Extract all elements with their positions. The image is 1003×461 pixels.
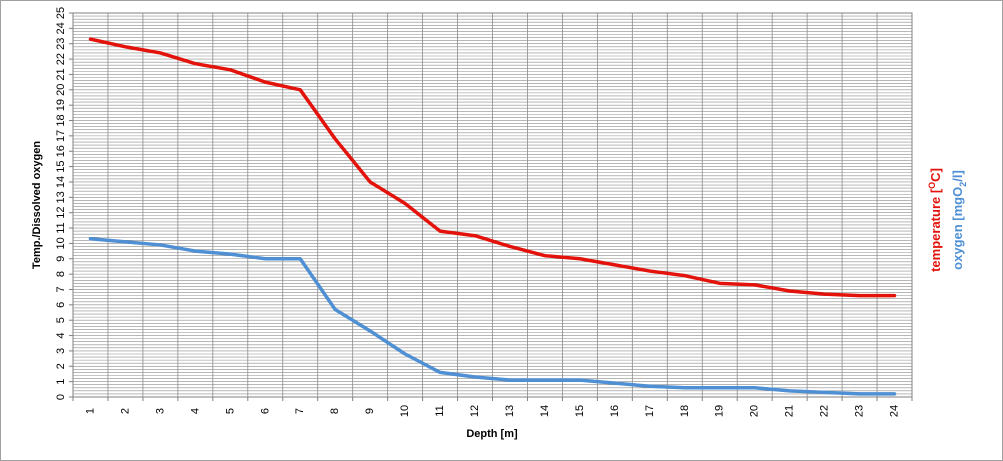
y-tick-label: 1 — [55, 379, 67, 385]
x-tick-label: 14 — [539, 405, 551, 417]
x-tick-label: 15 — [574, 405, 586, 417]
y-tick-label: 19 — [55, 99, 67, 111]
x-tick-label: 2 — [119, 408, 131, 414]
axis-ticks — [69, 12, 913, 401]
x-tick-label: 18 — [679, 405, 691, 417]
y-tick-label: 22 — [55, 53, 67, 65]
y-tick-label: 13 — [55, 191, 67, 203]
x-axis-title: Depth [m] — [466, 428, 518, 440]
legend-temperature: temperature [OC] — [927, 168, 943, 272]
x-tick-label: 13 — [504, 405, 516, 417]
x-tick-label: 10 — [399, 405, 411, 417]
y-tick-label: 9 — [55, 256, 67, 262]
y-tick-label: 20 — [55, 84, 67, 96]
y-tick-label: 11 — [55, 222, 67, 233]
x-tick-label: 23 — [854, 405, 866, 417]
legend-temperature-end: C] — [928, 168, 943, 182]
y-tick-label: 21 — [55, 68, 67, 80]
y-tick-labels: 0123456789101112131415161718192021222324… — [55, 7, 67, 400]
gridlines — [73, 13, 912, 397]
legend-temperature-base: temperature [ — [928, 188, 943, 272]
x-tick-label: 22 — [819, 405, 831, 417]
x-tick-label: 3 — [154, 408, 166, 414]
y-tick-label: 23 — [55, 38, 67, 50]
x-tick-label: 4 — [189, 408, 201, 414]
y-tick-label: 4 — [55, 332, 67, 338]
x-tick-label: 9 — [364, 408, 376, 414]
x-tick-label: 7 — [294, 408, 306, 414]
x-tick-label: 21 — [784, 405, 796, 417]
x-tick-label: 16 — [609, 405, 621, 417]
y-tick-label: 2 — [55, 363, 67, 369]
x-tick-label: 24 — [889, 405, 901, 417]
y-tick-label: 25 — [55, 7, 67, 19]
y-tick-label: 12 — [55, 207, 67, 219]
legend-oxygen-end: /l] — [950, 170, 965, 182]
x-tick-label: 19 — [714, 405, 726, 417]
x-tick-label: 6 — [259, 408, 271, 414]
y-tick-label: 15 — [55, 160, 67, 172]
x-tick-labels: 1 2 3 4 5 6 7 8 9 10 11 12 13 14 15 16 17 18 19 20 21 22 23 24 — [84, 405, 900, 417]
y-tick-label: 24 — [55, 22, 67, 34]
x-tick-label: 5 — [224, 408, 236, 414]
y-tick-label: 0 — [55, 394, 67, 400]
legend-oxygen: oxygen [mgO2/l] — [950, 170, 968, 270]
series-group — [88, 37, 897, 396]
y-tick-label: 3 — [55, 348, 67, 354]
x-tick-label: 8 — [329, 408, 341, 414]
y-tick-label: 8 — [55, 271, 67, 277]
legend-oxygen-base: oxygen [mgO — [950, 187, 965, 270]
legend-oxygen-sub: 2 — [958, 182, 968, 187]
x-tick-label: 1 — [84, 408, 96, 414]
x-tick-label: 20 — [749, 405, 761, 417]
y-tick-label: 7 — [55, 286, 67, 292]
y-tick-label: 17 — [55, 130, 67, 142]
x-tick-label: 17 — [644, 405, 656, 417]
y-tick-label: 16 — [55, 145, 67, 157]
x-tick-label: 11 — [434, 405, 446, 416]
x-tick-label: 12 — [469, 405, 481, 417]
y-tick-label: 10 — [55, 237, 67, 249]
y-tick-label: 6 — [55, 302, 67, 308]
temperature-series-line — [88, 37, 897, 298]
legend-temperature-sup: O — [927, 182, 937, 189]
y-tick-label: 5 — [55, 317, 67, 323]
y-axis-title: Temp./Dissolved oxygen — [31, 141, 43, 269]
y-tick-label: 18 — [55, 114, 67, 126]
y-tick-label: 14 — [55, 176, 67, 188]
oxygen-series-line — [88, 237, 897, 396]
